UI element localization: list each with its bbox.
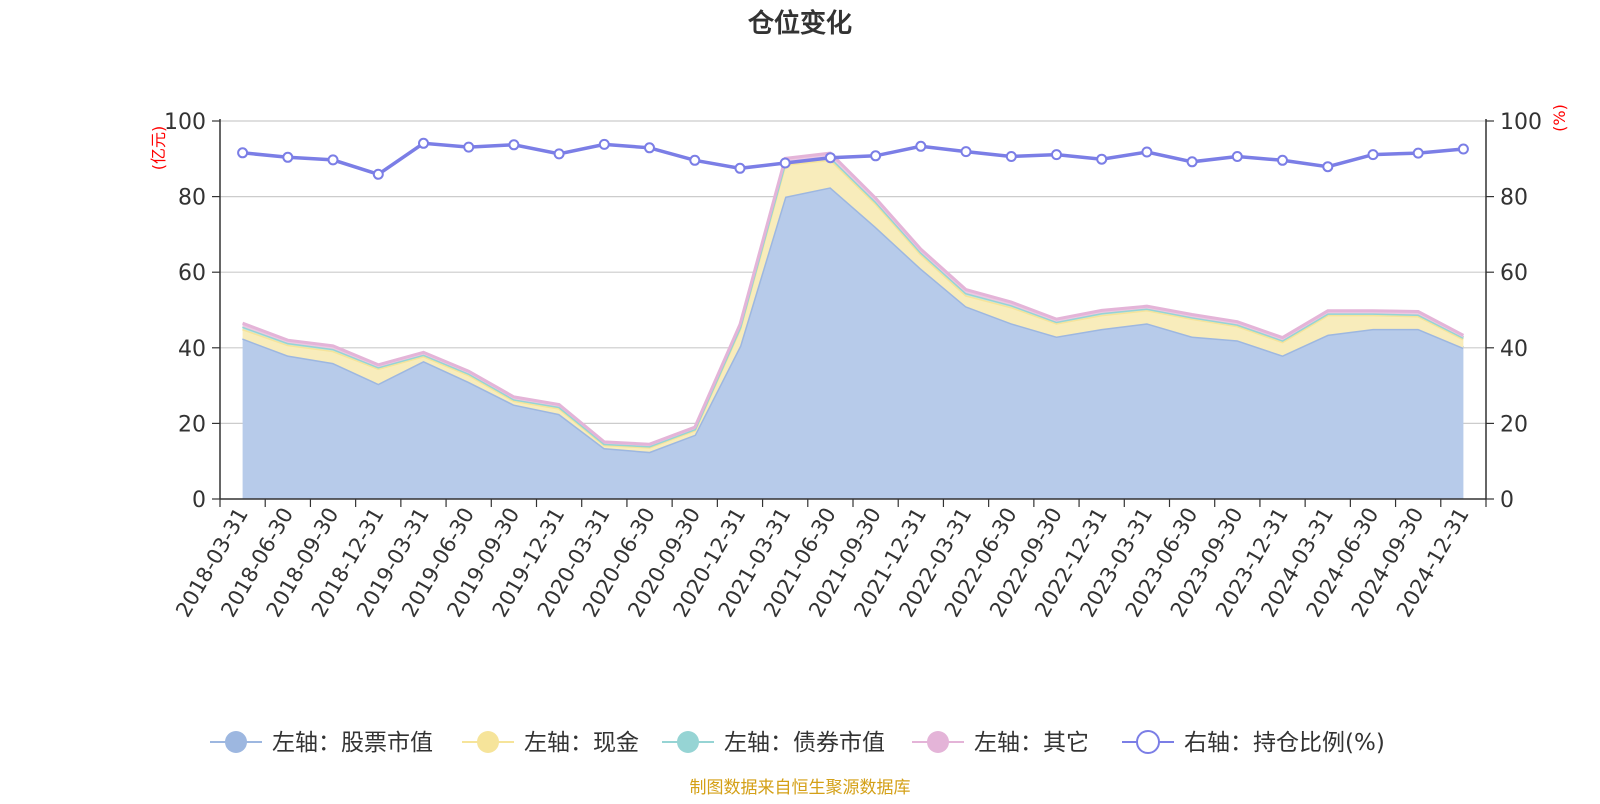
right-axis-tick-label: 40 [1500, 337, 1528, 362]
left-axis-tick-label: 0 [192, 488, 206, 513]
ratio-point[interactable] [1457, 143, 1469, 155]
ratio-point[interactable] [1051, 149, 1062, 161]
legend-marker [477, 731, 499, 753]
left-axis-tick-label: 80 [178, 186, 206, 211]
legend-marker [1136, 730, 1160, 754]
legend-marker [927, 731, 949, 753]
ratio-point[interactable] [372, 168, 384, 180]
left-axis-tick-label: 60 [178, 261, 206, 286]
ratio-point[interactable] [870, 150, 882, 162]
ratio-point[interactable] [689, 154, 701, 166]
right-axis-unit: (%) [1550, 104, 1569, 132]
legend-item-3[interactable]: 左轴：债券市值 [662, 730, 885, 756]
left-axis-tick-label: 40 [178, 337, 206, 362]
ratio-point[interactable] [644, 142, 655, 154]
chart-title: 仓位变化 [747, 8, 852, 39]
ratio-point[interactable] [734, 162, 746, 174]
right-axis-tick-label: 20 [1500, 412, 1528, 437]
ratio-point[interactable] [237, 147, 249, 159]
ratio-point[interactable] [1141, 146, 1153, 158]
ratio-line-layer [237, 137, 1469, 180]
legend-item-1[interactable]: 左轴：股票市值 [210, 730, 433, 756]
left-axis-tick-label: 100 [164, 110, 206, 135]
ratio-point[interactable] [463, 141, 475, 153]
ratio-point[interactable] [915, 140, 927, 152]
area-series-1 [242, 187, 1464, 499]
right-axis-tick-label: 80 [1500, 186, 1528, 211]
legend-item-4[interactable]: 左轴：其它 [912, 730, 1089, 756]
ratio-point[interactable] [1367, 149, 1379, 161]
legend-label: 左轴：现金 [524, 730, 639, 756]
ratio-point[interactable] [1277, 154, 1288, 166]
legend-label: 左轴：债券市值 [724, 730, 885, 756]
ratio-point[interactable] [1412, 147, 1424, 159]
ratio-point[interactable] [824, 152, 836, 164]
left-axis-unit: (亿元) [149, 126, 168, 171]
ratio-point[interactable] [1005, 151, 1017, 162]
legend-label: 左轴：股票市值 [272, 730, 433, 756]
legend-marker [677, 731, 699, 753]
ratio-point[interactable] [553, 148, 565, 160]
right-axis-tick-label: 0 [1500, 488, 1514, 513]
legend-label: 右轴：持仓比例(%) [1184, 730, 1385, 756]
legend-label: 左轴：其它 [974, 730, 1089, 756]
ratio-point[interactable] [508, 139, 520, 151]
legend-item-2[interactable]: 左轴：现金 [462, 730, 639, 756]
ratio-point[interactable] [598, 138, 610, 150]
area-series-4-edge [242, 151, 1465, 446]
ratio-point[interactable] [1322, 161, 1334, 173]
area-layer [242, 151, 1465, 499]
source-note: 制图数据来自恒生聚源数据库 [690, 778, 911, 798]
legend-marker [225, 731, 247, 753]
ratio-point[interactable] [1186, 156, 1198, 168]
legend[interactable]: 左轴：股票市值 左轴：现金 左轴：债券市值 左轴：其它 右轴：持仓比例(%) [210, 730, 1385, 756]
ratio-point[interactable] [1096, 153, 1108, 165]
ratio-point[interactable] [960, 146, 972, 158]
left-axis-tick-label: 20 [178, 412, 206, 437]
ratio-point[interactable] [779, 157, 791, 169]
ratio-point[interactable] [327, 154, 339, 166]
legend-item-5[interactable]: 右轴：持仓比例(%) [1122, 730, 1385, 756]
ratio-point[interactable] [282, 151, 294, 163]
ratio-point[interactable] [1231, 151, 1243, 162]
right-axis-tick-label: 60 [1500, 261, 1528, 286]
ratio-line [242, 141, 1464, 177]
right-axis-tick-label: 100 [1500, 110, 1542, 135]
ratio-point[interactable] [418, 137, 429, 149]
